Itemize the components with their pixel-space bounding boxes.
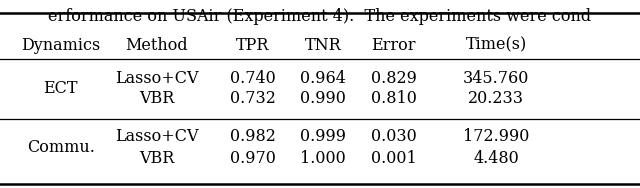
Text: 0.732: 0.732 <box>230 90 276 107</box>
Text: 0.999: 0.999 <box>300 128 346 145</box>
Text: erformance on USAir (Experiment 4).  The experiments were cond: erformance on USAir (Experiment 4). The … <box>49 8 591 25</box>
Text: Error: Error <box>371 37 416 54</box>
Text: Lasso+CV: Lasso+CV <box>115 128 198 145</box>
Text: 0.970: 0.970 <box>230 150 276 167</box>
Text: 4.480: 4.480 <box>473 150 519 167</box>
Text: VBR: VBR <box>139 150 175 167</box>
Text: 0.810: 0.810 <box>371 90 417 107</box>
Text: 0.740: 0.740 <box>230 70 276 86</box>
Text: 0.030: 0.030 <box>371 128 417 145</box>
Text: TNR: TNR <box>305 37 342 54</box>
Text: Commu.: Commu. <box>27 139 95 156</box>
Text: TPR: TPR <box>236 37 269 54</box>
Text: VBR: VBR <box>139 90 175 107</box>
Text: 0.990: 0.990 <box>300 90 346 107</box>
Text: 20.233: 20.233 <box>468 90 524 107</box>
Text: Lasso+CV: Lasso+CV <box>115 70 198 86</box>
Text: 0.829: 0.829 <box>371 70 417 86</box>
Text: Time(s): Time(s) <box>465 37 527 54</box>
Text: Dynamics: Dynamics <box>21 37 100 54</box>
Text: ECT: ECT <box>44 80 78 97</box>
Text: 0.001: 0.001 <box>371 150 417 167</box>
Text: Method: Method <box>125 37 188 54</box>
Text: 172.990: 172.990 <box>463 128 529 145</box>
Text: 345.760: 345.760 <box>463 70 529 86</box>
Text: 1.000: 1.000 <box>300 150 346 167</box>
Text: 0.964: 0.964 <box>300 70 346 86</box>
Text: 0.982: 0.982 <box>230 128 276 145</box>
